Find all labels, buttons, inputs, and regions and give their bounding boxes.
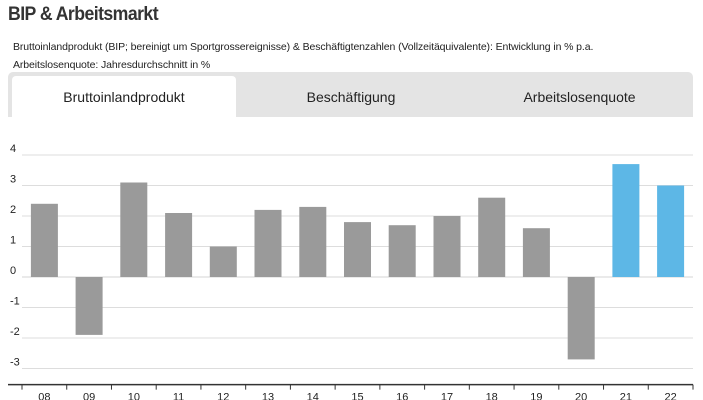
x-tick-label: 19 bbox=[530, 392, 542, 400]
bar-18 bbox=[478, 197, 506, 277]
x-tick-label: 08 bbox=[38, 392, 50, 400]
y-tick-label: 0 bbox=[10, 265, 16, 277]
bar-12 bbox=[209, 246, 237, 277]
chart-subtitle-line-2: Arbeitslosenquote: Jahresdurchschnitt in… bbox=[13, 59, 211, 71]
x-tick-label: 12 bbox=[217, 392, 229, 400]
bar-13 bbox=[254, 209, 282, 277]
bar-14 bbox=[299, 206, 327, 277]
x-tick-label: 20 bbox=[575, 392, 587, 400]
bar-22 bbox=[657, 185, 685, 277]
bar-11 bbox=[165, 213, 193, 277]
chart-tab-bar: Bruttoinlandprodukt Beschäftigung Arbeit… bbox=[8, 72, 693, 117]
chart-title: BIP & Arbeitsmarkt bbox=[8, 4, 159, 25]
x-tick-label: 13 bbox=[262, 392, 274, 400]
bar-19 bbox=[522, 228, 550, 277]
y-tick-label: -1 bbox=[10, 296, 20, 308]
bar-20 bbox=[567, 277, 595, 360]
x-tick-label: 15 bbox=[351, 392, 363, 400]
y-tick-label: -2 bbox=[10, 326, 20, 338]
tab-beschaeftigung[interactable]: Beschäftigung bbox=[306, 88, 396, 105]
x-tick-label: 14 bbox=[307, 392, 319, 400]
x-tick-label: 16 bbox=[396, 392, 408, 400]
x-tick-label: 09 bbox=[83, 392, 95, 400]
bar-16 bbox=[388, 225, 416, 277]
x-tick-label: 21 bbox=[620, 392, 632, 400]
y-tick-label: 3 bbox=[10, 174, 16, 186]
bar-08 bbox=[30, 203, 58, 277]
bar-10 bbox=[120, 182, 148, 277]
x-tick-label: 18 bbox=[486, 392, 498, 400]
x-tick-label: 22 bbox=[665, 392, 677, 400]
y-tick-label: -3 bbox=[10, 357, 20, 369]
bar-15 bbox=[344, 222, 371, 277]
bar-21 bbox=[612, 164, 640, 277]
chart-subtitle-line-1: Bruttoinlandprodukt (BIP; bereinigt um S… bbox=[13, 41, 594, 53]
x-tick-label: 11 bbox=[173, 392, 184, 400]
bar-17 bbox=[433, 216, 461, 277]
y-tick-label: 1 bbox=[10, 235, 16, 247]
y-tick-label: 4 bbox=[10, 143, 16, 155]
x-tick-label: 10 bbox=[128, 392, 140, 400]
tab-bruttoinlandprodukt[interactable]: Bruttoinlandprodukt bbox=[12, 76, 236, 117]
bar-09 bbox=[75, 277, 103, 335]
y-tick-label: 2 bbox=[10, 204, 16, 216]
x-tick-label: 17 bbox=[441, 392, 453, 400]
tab-arbeitslosenquote[interactable]: Arbeitslosenquote bbox=[523, 88, 636, 105]
